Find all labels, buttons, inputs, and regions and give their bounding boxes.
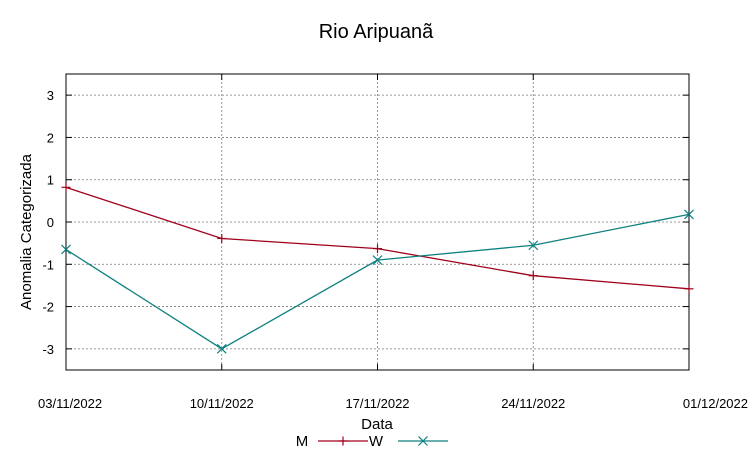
data-point-w <box>216 343 227 354</box>
data-point-m <box>528 271 538 281</box>
series-group <box>61 182 694 354</box>
data-point-w-d2 <box>684 209 694 220</box>
x-tick-label: 24/11/2022 <box>501 396 565 411</box>
y-tick-label: 1 <box>47 173 54 188</box>
grid <box>66 74 689 370</box>
y-tick-label: -1 <box>42 257 54 272</box>
x-tick-label: 01/12/2022 <box>683 396 748 411</box>
data-point-w-d2 <box>216 343 227 354</box>
data-point-w-d2 <box>528 240 539 251</box>
y-tick-label: -3 <box>42 342 54 357</box>
legend-marker-w <box>418 436 428 446</box>
data-point-w <box>372 255 383 265</box>
x-tick-label: 17/11/2022 <box>345 396 409 411</box>
data-point-m <box>217 233 227 243</box>
x-tick-label: 03/11/2022 <box>38 396 102 411</box>
data-point-w-d2 <box>372 255 383 265</box>
legend-marker-w-d2 <box>418 436 428 446</box>
data-point-m <box>61 182 71 192</box>
y-axis: 3 2 1 0 -1 -2 -3 <box>42 88 689 357</box>
x-axis: 03/11/2022 10/11/2022 17/11/2022 24/11/2022… <box>38 74 748 411</box>
x-tick-label: 10/11/2022 <box>190 396 254 411</box>
y-tick-label: 3 <box>47 88 54 103</box>
x-axis-title: Data <box>361 416 393 433</box>
legend-label-w: W <box>369 433 384 450</box>
data-point-w <box>61 244 71 255</box>
legend-label-m: M <box>296 433 309 450</box>
y-axis-title: Anomalia Categorizada <box>18 153 35 310</box>
y-tick-label: 2 <box>47 130 54 145</box>
legend-marker-m <box>338 436 348 446</box>
data-point-w-d2 <box>61 244 71 255</box>
data-point-w <box>684 209 694 220</box>
chart-title: Rio Aripuanã <box>319 21 434 43</box>
data-point-m <box>373 244 382 254</box>
y-tick-label: 0 <box>47 215 54 230</box>
y-tick-label: -2 <box>42 300 54 315</box>
data-point-w <box>528 240 539 251</box>
data-point-m <box>684 284 694 294</box>
